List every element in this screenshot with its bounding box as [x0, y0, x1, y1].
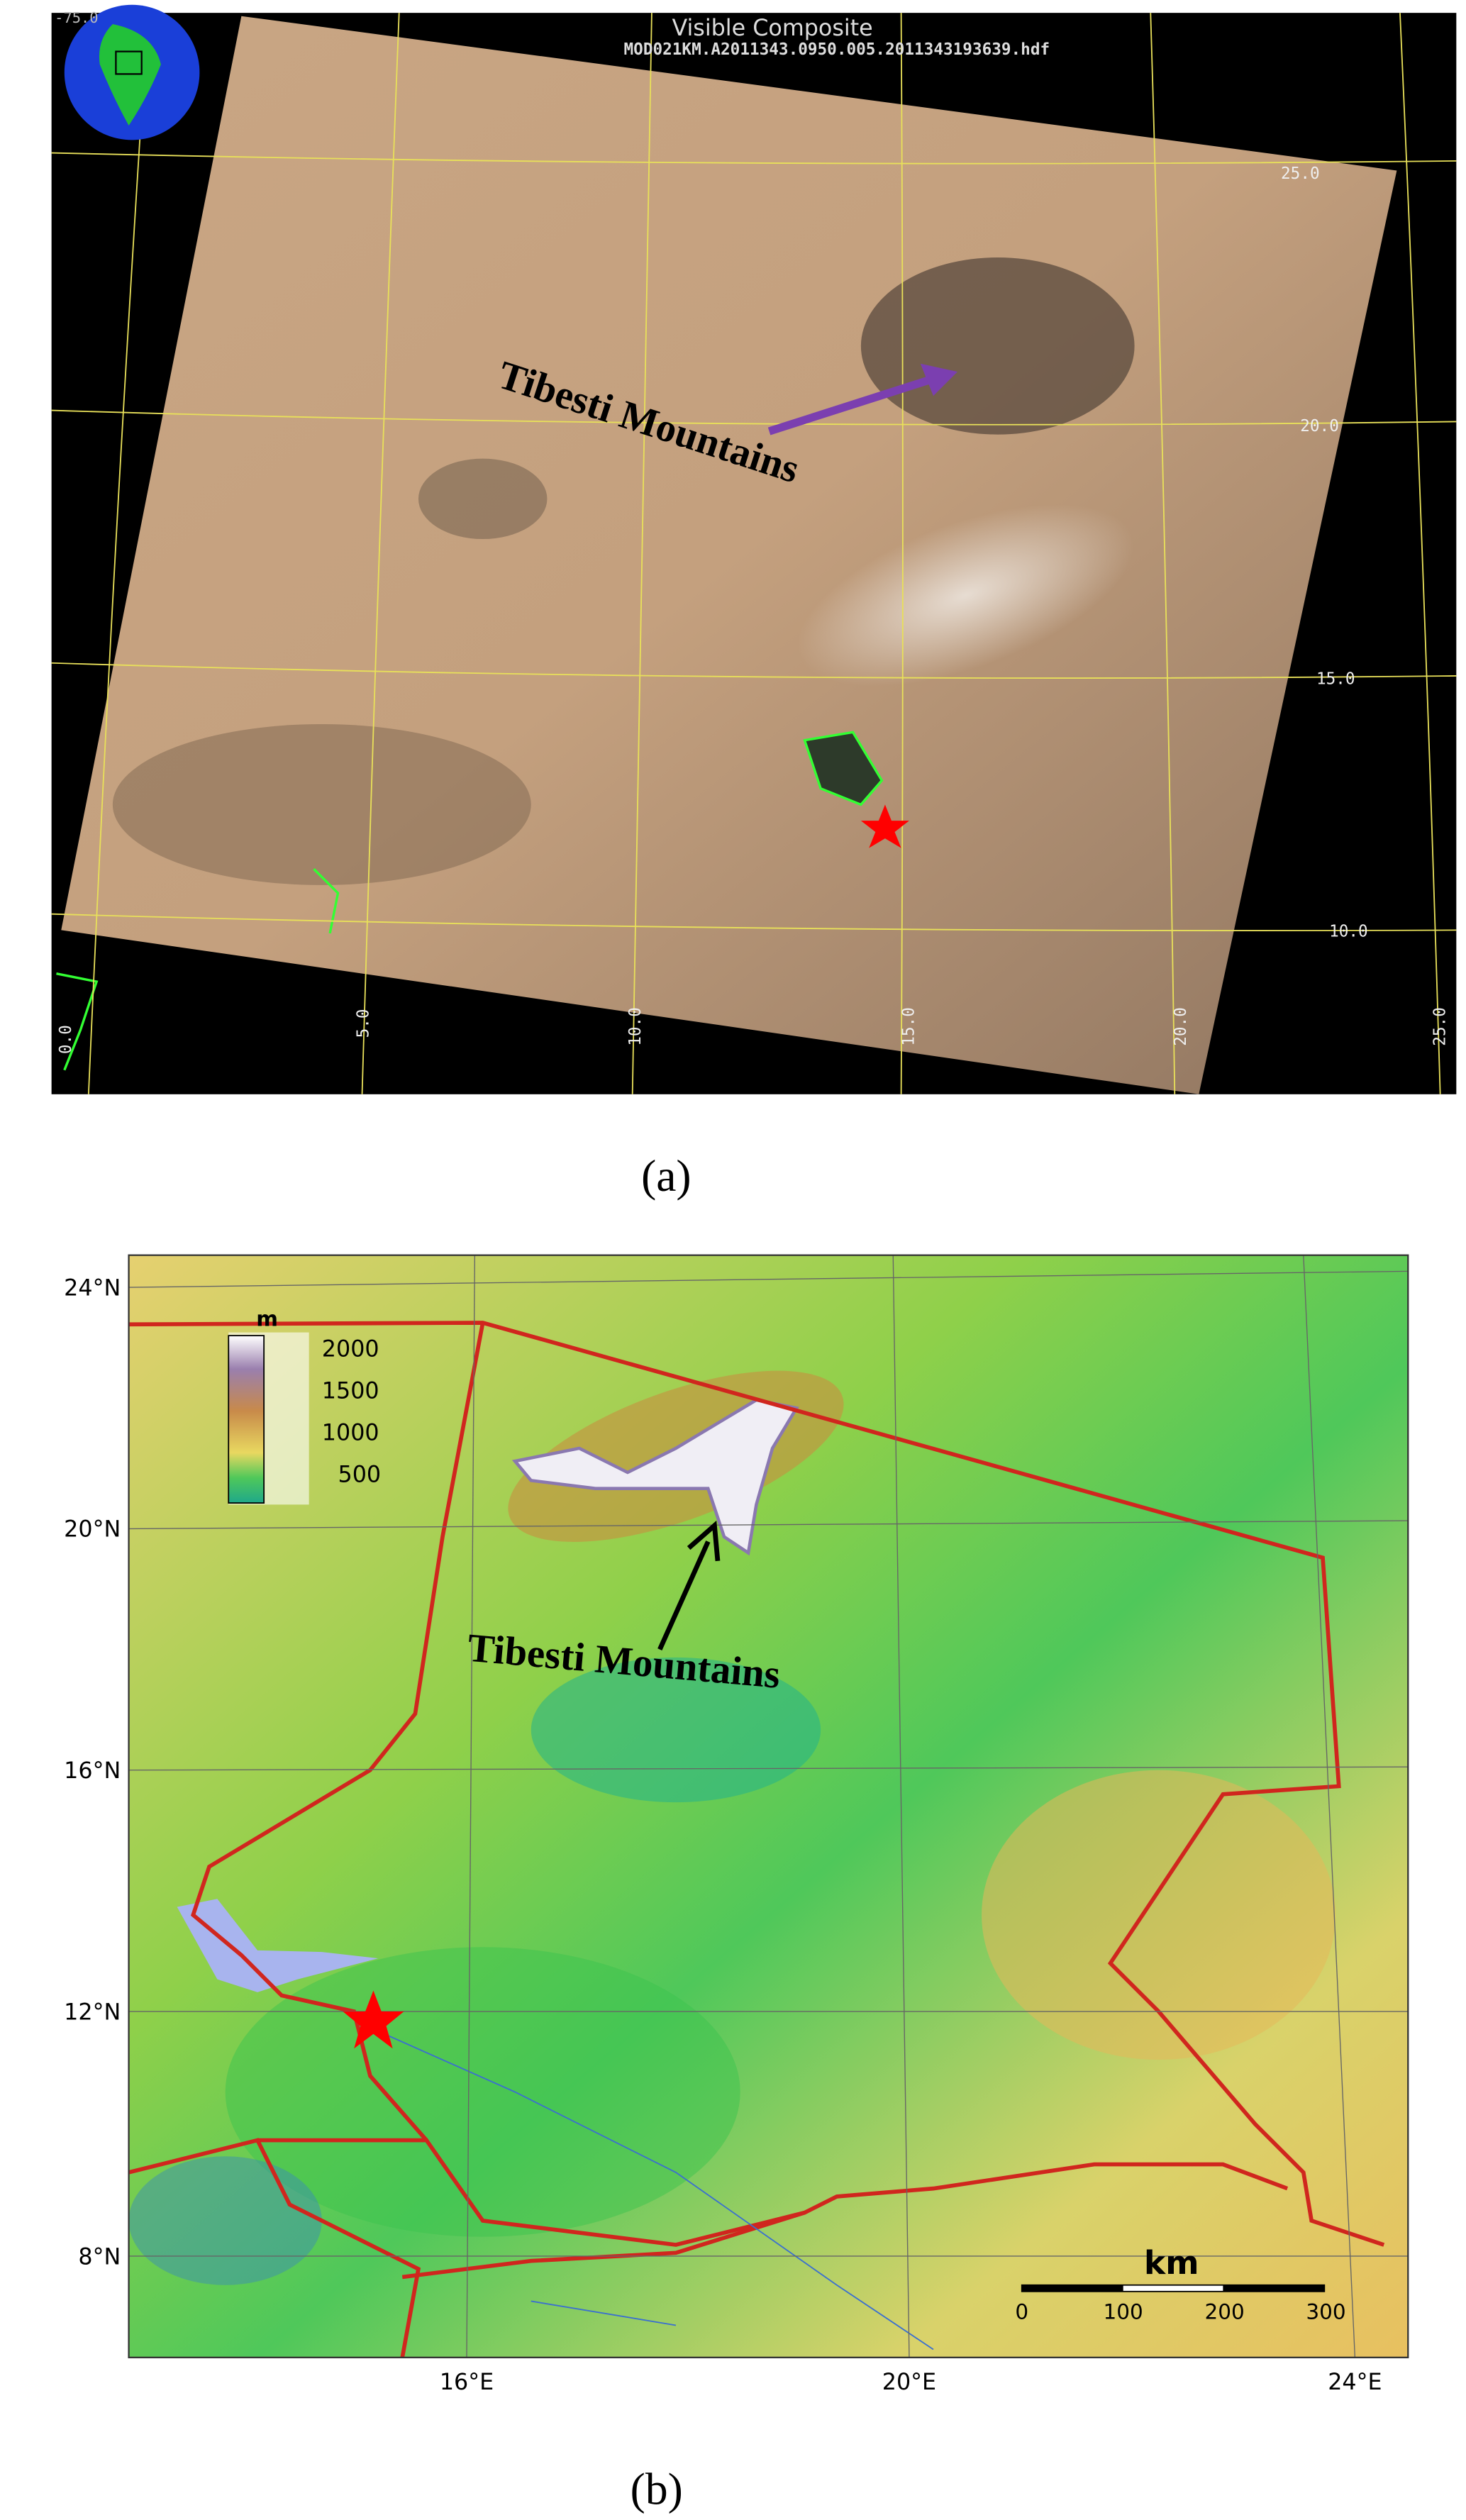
map-shape — [56, 972, 99, 1071]
panel-b: 24°N 20°N 16°N 12°N 8°N 16°E 20°E 24°E m… — [64, 1254, 1409, 2395]
map-shape — [687, 1520, 721, 1562]
legend-label: 500 — [338, 1462, 382, 1488]
map-shape — [51, 662, 1457, 679]
map-shape — [128, 1270, 1409, 1288]
map-shape — [920, 363, 958, 396]
scale-unit: km — [1144, 2244, 1199, 2282]
corner-label: -75.0 — [55, 9, 98, 26]
lon-label: 24°E — [1328, 2370, 1382, 2395]
map-shape — [860, 257, 1135, 435]
map-shape — [1223, 2285, 1325, 2292]
lon-label: 10.0 — [626, 1007, 645, 1046]
lat-label: 8°N — [78, 2244, 121, 2270]
group — [51, 13, 1457, 1094]
map-shape — [128, 1520, 1409, 1530]
caption: (b) — [631, 2463, 683, 2514]
lat-label: 24°N — [64, 1275, 121, 1301]
lat-label: 25.0 — [1281, 165, 1320, 183]
map-shape — [860, 804, 909, 848]
scale-label: 200 — [1204, 2299, 1244, 2324]
map-shape — [418, 458, 548, 540]
map-shape — [228, 1335, 265, 1504]
map-shape — [1303, 1255, 1356, 2358]
caption: (a) — [641, 1150, 692, 1201]
group — [128, 1255, 1409, 2358]
lat-label: 20.0 — [1300, 417, 1339, 435]
map-shape — [892, 1255, 910, 2358]
map-shape — [343, 1990, 404, 2049]
group: 25.0 20.0 15.0 10.0 0.0 5.0 10.0 15.0 20… — [57, 165, 1450, 1054]
lon-label: 0.0 — [57, 1025, 75, 1054]
panel-a: Visible Composite MOD021KM.A2011343.0950… — [51, 4, 1457, 1094]
scale-label: 300 — [1306, 2299, 1345, 2324]
image-title: Visible Composite — [672, 16, 872, 41]
group: 24°N 20°N 16°N 12°N 8°N 16°E 20°E 24°E — [64, 1275, 1382, 2395]
lon-label: 20°E — [882, 2370, 936, 2395]
lat-label: 20°N — [64, 1517, 121, 1543]
lat-label: 10.0 — [1329, 922, 1368, 940]
lat-label: 12°N — [64, 1999, 121, 2025]
map-shape — [87, 13, 149, 1094]
map-shape — [128, 1766, 1409, 1771]
legend-label: 2000 — [322, 1337, 379, 1362]
map-shape — [531, 1657, 821, 1803]
legend-unit: m — [256, 1307, 278, 1331]
map-shape — [128, 2138, 421, 2358]
map-shape — [803, 731, 884, 806]
map-shape — [361, 13, 400, 1094]
legend-label: 1500 — [322, 1379, 379, 1404]
scale-label: 0 — [1015, 2299, 1028, 2324]
map-shape — [128, 2156, 322, 2285]
map-shape — [1399, 13, 1441, 1094]
lon-label: 25.0 — [1431, 1007, 1449, 1046]
lat-label: 15.0 — [1316, 670, 1355, 688]
map-shape — [900, 13, 904, 1094]
map-shape — [531, 2300, 677, 2326]
lon-label: 15.0 — [900, 1007, 918, 1046]
map-shape — [112, 723, 531, 885]
lon-label: 5.0 — [355, 1009, 373, 1038]
map-shape — [982, 1770, 1336, 2060]
map-shape — [128, 1254, 1409, 2358]
group: 0 100 200 300 — [1015, 2299, 1345, 2324]
group: 2000 1500 1000 500 — [322, 1337, 381, 1488]
map-shape — [257, 2138, 1289, 2247]
map-shape — [51, 152, 1457, 165]
map-shape — [51, 409, 1457, 426]
group — [370, 2026, 934, 2350]
map-shape — [767, 376, 932, 435]
lon-label: 16°E — [440, 2370, 494, 2395]
lat-label: 16°N — [64, 1758, 121, 1784]
map-shape — [657, 1541, 711, 1650]
map-shape — [115, 50, 143, 75]
map-shape — [313, 867, 340, 934]
map-shape — [1150, 13, 1176, 1094]
scale-label: 100 — [1104, 2299, 1143, 2324]
map-shape — [511, 1398, 799, 1556]
map-shape — [177, 1899, 379, 1992]
map-shape — [61, 16, 1397, 1094]
map-shape — [128, 1321, 1385, 2247]
map-shape — [401, 2210, 806, 2280]
map-shape — [797, 504, 1134, 687]
map-shape — [370, 2026, 934, 2350]
legend-label: 1000 — [322, 1421, 379, 1446]
lon-label: 20.0 — [1172, 1007, 1190, 1046]
map-shape — [466, 1255, 476, 2358]
map-shape — [1021, 2285, 1123, 2292]
image-filename: MOD021KM.A2011343.0950.005.2011343193639… — [624, 40, 1050, 59]
map-shape — [51, 913, 1457, 931]
